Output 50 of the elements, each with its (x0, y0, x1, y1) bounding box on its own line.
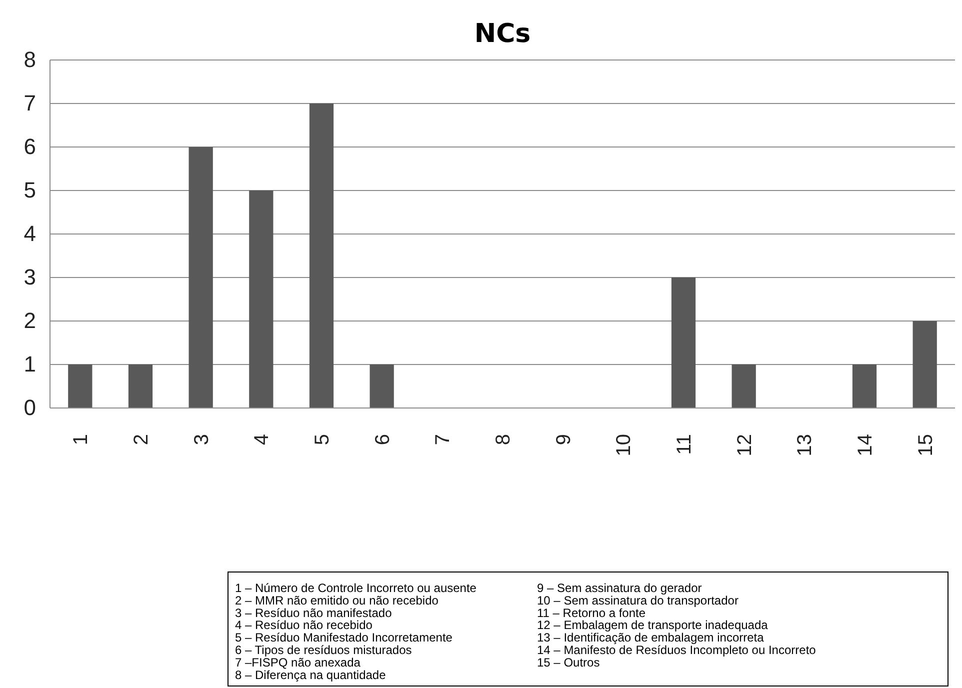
x-tick-label: 6 (372, 434, 394, 446)
text: 2 – MMR não emitido ou não recebido (235, 593, 439, 608)
bar (68, 364, 92, 408)
x-tick-label: 12 (734, 434, 756, 456)
x-tick-label: 5 (312, 434, 334, 446)
bar (128, 364, 153, 408)
chart-title: NCs (474, 19, 531, 49)
y-tick-label: 6 (24, 134, 36, 160)
x-tick-label: 15 (914, 434, 937, 456)
bar (188, 147, 213, 408)
x-tick-label: 8 (492, 434, 514, 446)
x-tick-label: 14 (854, 434, 876, 456)
text: 1 – Número de Controle Incorreto ou ausente (235, 581, 477, 595)
y-tick-label: 3 (24, 264, 36, 290)
y-tick-label: 5 (24, 178, 36, 203)
x-tick-label: 10 (613, 434, 636, 456)
x-tick-label: 2 (130, 434, 152, 446)
y-tick-label: 0 (24, 395, 36, 420)
x-tick-label: 13 (794, 434, 816, 456)
y-tick-label: 8 (24, 47, 36, 72)
bar (370, 364, 394, 408)
x-tick-label: 9 (552, 434, 575, 446)
bar (912, 321, 937, 408)
y-tick-label: 4 (24, 221, 36, 246)
bar (732, 364, 756, 408)
text: 9 – Sem assinatura do gerador (537, 581, 702, 595)
bar (309, 104, 334, 408)
text: 3 – Resíduo não manifestado (235, 606, 392, 620)
text: 15 – Outros (537, 655, 600, 670)
text: 13 – Identificação de embalagem incorreta (537, 630, 764, 645)
text: 10 – Sem assinatura do transportador (537, 593, 738, 608)
bar (249, 190, 274, 408)
text: 8 – Diferença na quantidade (235, 668, 386, 682)
x-tick-label: 1 (70, 434, 92, 446)
x-tick-label: 4 (251, 434, 274, 446)
text: 14 – Manifesto de Resíduos Incompleto ou Incorreto (537, 643, 816, 657)
x-tick-label: 7 (432, 434, 454, 446)
text: 7 –FISPQ não anexada (235, 655, 361, 670)
text: 12 – Embalagem de transporte inadequada (537, 618, 768, 632)
y-tick-label: 1 (24, 352, 36, 377)
x-tick-label: 3 (190, 434, 213, 446)
bar (671, 278, 696, 408)
text: 5 – Resíduo Manifestado Incorretamente (235, 630, 453, 645)
text: 11 – Retorno a fonte (537, 606, 646, 620)
x-tick-label: 11 (674, 434, 696, 455)
text: 6 – Tipos de resíduos misturados (235, 643, 412, 657)
y-tick-label: 2 (24, 308, 36, 334)
y-tick-label: 7 (24, 90, 36, 116)
bar (852, 364, 877, 408)
text: 4 – Resíduo não recebido (235, 618, 373, 632)
